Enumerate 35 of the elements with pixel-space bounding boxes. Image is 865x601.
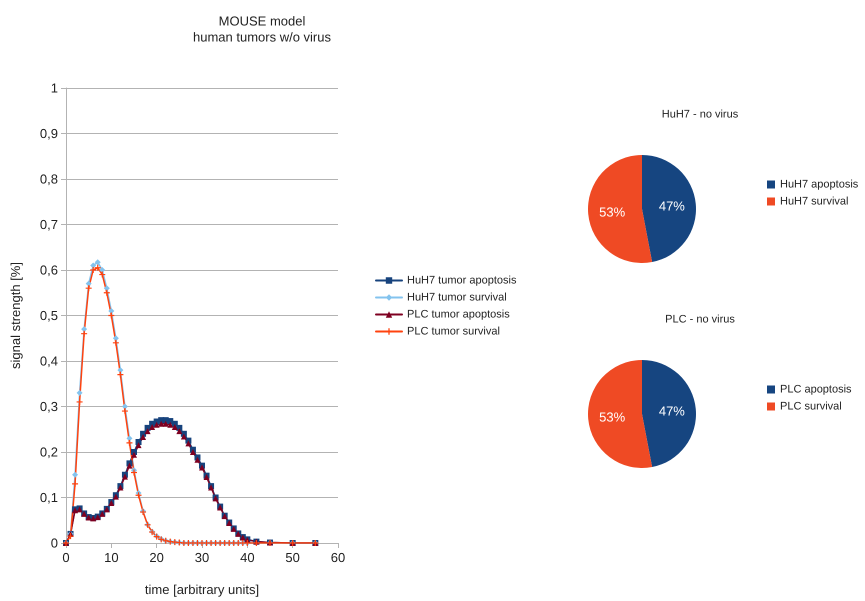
- x-tick-label: 30: [194, 550, 210, 565]
- data-label: 53%: [599, 204, 626, 220]
- x-tick-label: 40: [240, 550, 255, 565]
- legend-label: HuH7 tumor survival: [407, 292, 507, 304]
- y-tick-label: 1: [50, 80, 58, 96]
- y-tick-label: 0: [50, 536, 58, 550]
- legend-label: PLC apoptosis: [780, 384, 852, 396]
- y-tick-label: 0,2: [40, 444, 58, 460]
- y-tick-label: 0,3: [40, 399, 58, 414]
- x-tick-label: 60: [330, 550, 346, 565]
- chart-title: MOUSE model human tumors w/o virus: [193, 14, 332, 44]
- x-tick-label: 0: [62, 550, 70, 565]
- y-axis-title: signal strength [%]: [8, 262, 23, 369]
- legend-label: HuH7 apoptosis: [780, 178, 859, 190]
- chart-title: PLC - no virus: [665, 314, 736, 326]
- x-axis-title: time [arbitrary units]: [144, 582, 260, 597]
- y-tick-label: 0,6: [40, 262, 58, 278]
- y-tick-label: 0,1: [40, 490, 58, 505]
- y-tick-label: 0,4: [40, 354, 58, 368]
- chart-title: HuH7 - no virus: [662, 108, 739, 120]
- data-label: 47%: [658, 404, 686, 419]
- data-label: 47%: [658, 198, 686, 214]
- legend-label: PLC tumor survival: [407, 326, 500, 338]
- data-label: 53%: [599, 409, 626, 424]
- x-tick-label: 10: [104, 550, 119, 565]
- y-tick-label: 0,8: [40, 172, 58, 186]
- y-tick-label: 0,9: [40, 126, 58, 141]
- y-tick-label: 0,7: [40, 217, 58, 232]
- legend-label: PLC tumor apoptosis: [407, 308, 510, 320]
- legend-label: PLC survival: [780, 400, 842, 412]
- y-tick-label: 0,5: [40, 308, 58, 323]
- x-tick-label: 20: [149, 550, 164, 565]
- x-tick-label: 50: [285, 550, 300, 565]
- legend-label: HuH7 tumor apoptosis: [407, 274, 517, 286]
- legend-label: HuH7 survival: [780, 196, 848, 208]
